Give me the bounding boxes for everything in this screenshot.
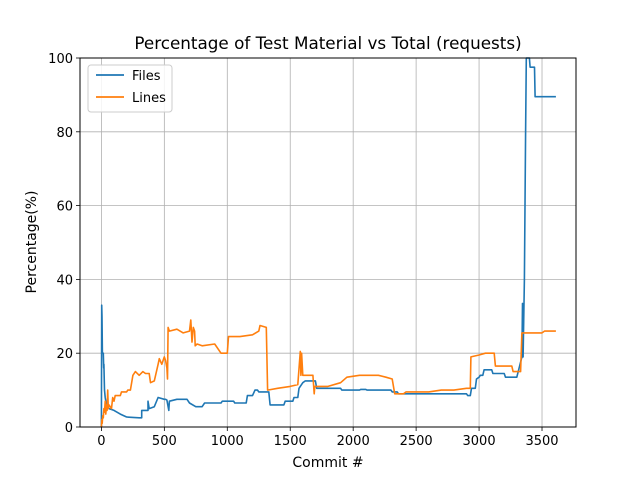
legend-box [87, 64, 173, 113]
y-tick-label-2: 40 [56, 273, 73, 288]
y-tick-label-3: 60 [56, 200, 73, 215]
y-axis-label: Percentage(%) [24, 191, 40, 294]
x-tick-label-7: 3500 [525, 434, 558, 449]
x-tick-label-5: 2500 [400, 434, 433, 449]
x-axis-label: Commit # [292, 455, 363, 471]
chart-title: Percentage of Test Material vs Total (re… [134, 33, 521, 53]
data-series [100, 57, 556, 428]
legend-label-files: Files [132, 69, 161, 84]
x-tick-label-2: 1000 [211, 434, 244, 449]
axis-ticks: 0 500 1000 1500 2000 2500 3000 3500 0 20 40 60 80 100 [48, 52, 558, 449]
y-tick-label-1: 20 [56, 347, 73, 362]
series-line-files [100, 57, 556, 428]
y-tick-label-0: 0 [65, 421, 73, 436]
y-tick-label-4: 80 [56, 126, 73, 141]
x-tick-label-4: 2000 [337, 434, 370, 449]
x-tick-label-0: 0 [97, 434, 105, 449]
legend: Files Lines [87, 64, 173, 113]
x-tick-label-1: 500 [152, 434, 177, 449]
plot-area-frame [79, 57, 577, 428]
legend-label-lines: Lines [132, 91, 166, 106]
x-tick-label-3: 1500 [274, 434, 307, 449]
x-tick-label-6: 3000 [463, 434, 496, 449]
y-tick-label-5: 100 [48, 52, 73, 67]
series-line-lines [100, 319, 556, 428]
